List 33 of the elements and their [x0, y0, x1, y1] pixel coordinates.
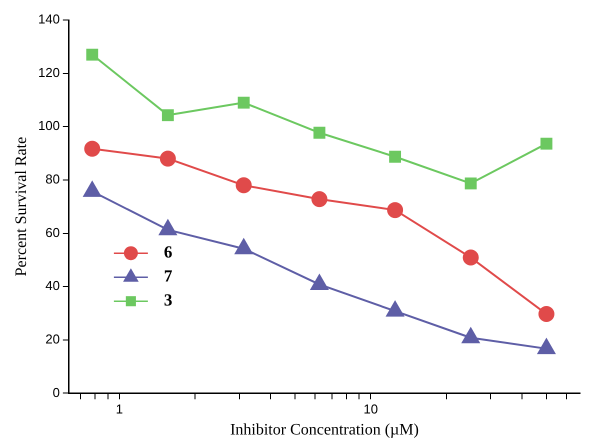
point [84, 140, 100, 157]
legend-label: 7 [164, 266, 173, 286]
point [86, 48, 98, 61]
point [538, 338, 556, 354]
point [236, 177, 252, 194]
y-tick-label: 80 [45, 172, 60, 187]
point [387, 202, 404, 218]
y-tick-label: 20 [45, 331, 60, 346]
y-tick-label: 120 [38, 64, 60, 80]
point [160, 150, 176, 167]
point [311, 191, 328, 208]
point [310, 274, 328, 290]
legend-label: 6 [164, 242, 172, 262]
x-tick-label: 10 [363, 402, 378, 417]
point [234, 238, 253, 254]
point [389, 150, 402, 163]
point [540, 138, 552, 150]
point [462, 328, 480, 344]
y-tick-label: 60 [45, 224, 60, 240]
point [238, 96, 250, 109]
x-axis-title: Inhibitor Concentration (µM) [230, 422, 419, 439]
point [162, 109, 174, 122]
point [313, 126, 326, 139]
y-tick-label: 140 [38, 12, 60, 27]
point [386, 301, 404, 317]
point [464, 177, 477, 190]
y-axis-title: Percent Survival Rate [12, 136, 30, 276]
point [159, 220, 177, 236]
legend-label: 3 [164, 290, 172, 310]
x-tick-label: 1 [116, 402, 123, 417]
y-tick-label: 100 [38, 118, 60, 134]
y-tick-label: 0 [52, 384, 60, 400]
y-tick-label: 40 [45, 278, 60, 294]
